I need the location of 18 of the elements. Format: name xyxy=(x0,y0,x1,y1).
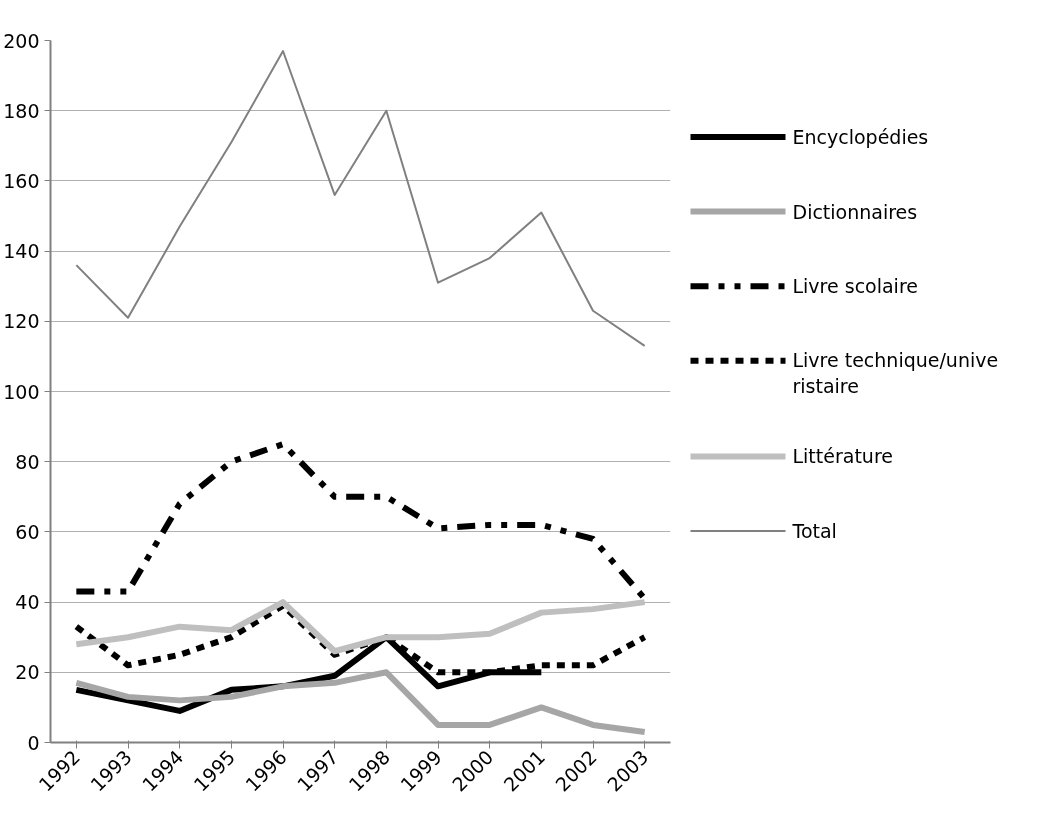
y-tick-label: 40 xyxy=(15,591,40,614)
y-tick-label: 160 xyxy=(3,169,40,192)
line-series xyxy=(75,50,646,347)
y-tick-label: 180 xyxy=(3,99,40,122)
legend-label: Littérature xyxy=(792,445,893,468)
legend-label: Total xyxy=(791,520,837,543)
legend-label: Livre scolaire xyxy=(792,275,918,298)
y-tick-label: 200 xyxy=(3,29,40,52)
y-tick-label: 20 xyxy=(15,661,40,684)
y-tick-label: 120 xyxy=(3,310,40,333)
legend-label: Dictionnaires xyxy=(792,200,918,223)
y-tick-label: 60 xyxy=(15,520,40,543)
y-tick-label: 100 xyxy=(3,380,40,403)
y-tick-label: 80 xyxy=(15,450,40,473)
legend-label: Livre technique/univeristaire xyxy=(792,348,999,398)
y-tick-label: 140 xyxy=(3,240,40,263)
legend-label: Encyclopédies xyxy=(792,126,929,149)
y-tick-label: 0 xyxy=(27,731,40,754)
